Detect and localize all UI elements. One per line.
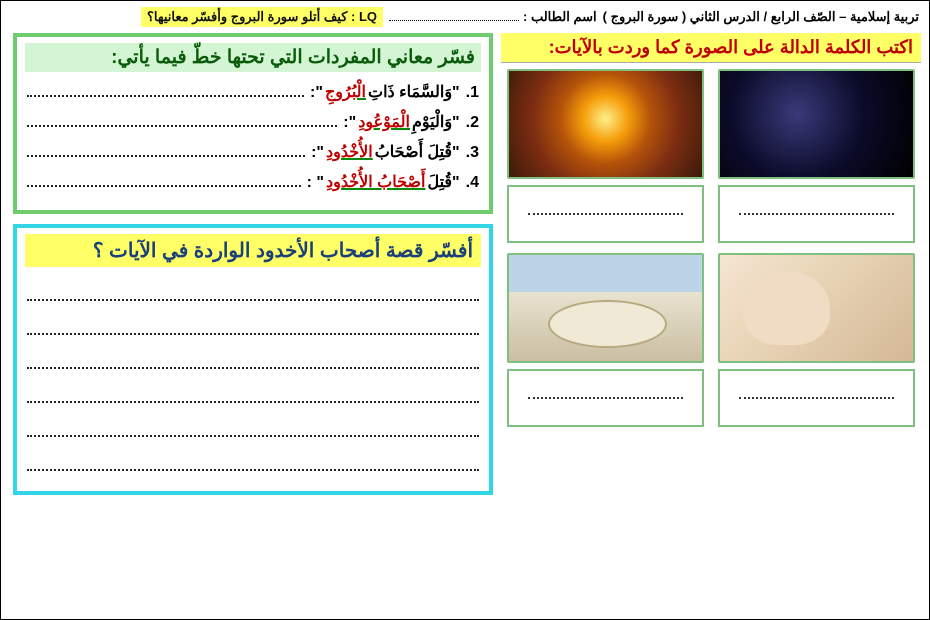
subject-line: تربية إسلامية – الصّف الرابع / الدرس الث… — [603, 9, 919, 25]
story-blank-line[interactable] — [27, 313, 479, 335]
vocabulary-title: فسّر معاني المفردات التي تحتها خطّ فيما … — [25, 43, 481, 72]
story-blank-line[interactable] — [27, 415, 479, 437]
images-grid — [501, 69, 921, 427]
vocab-keyword: أَصْحَابُ الأُخْدُودِ — [326, 172, 425, 192]
vocab-item: 4. "قُتِلَ أَصْحَابُ الأُخْدُودِ" : — [27, 172, 479, 192]
explosion-image — [507, 69, 704, 179]
images-title: اكتب الكلمة الدالة على الصورة كما وردت ب… — [501, 33, 921, 63]
vocabulary-list: 1."وَالسَّمَاء ذَاتِ الْبُرُوجِ":2."وَال… — [25, 82, 481, 192]
main-content: اكتب الكلمة الدالة على الصورة كما وردت ب… — [1, 29, 929, 503]
answer-box[interactable] — [507, 369, 704, 427]
vocab-keyword: الأُخْدُودِ — [326, 142, 373, 162]
worksheet-header: تربية إسلامية – الصّف الرابع / الدرس الث… — [1, 1, 929, 29]
vocabulary-panel: فسّر معاني المفردات التي تحتها خطّ فيما … — [13, 33, 493, 214]
crater-image — [507, 253, 704, 363]
vocab-post: ": — [310, 84, 323, 102]
answer-blank — [739, 397, 893, 399]
learning-question: LQ : كيف أتلو سورة البروج وأفسّر معانيها… — [141, 7, 383, 27]
vocab-post: ": — [311, 144, 324, 162]
answer-box[interactable] — [507, 185, 704, 243]
image-cell — [507, 69, 704, 243]
story-blank-line[interactable] — [27, 381, 479, 403]
image-cell — [718, 253, 915, 427]
student-name-field: اسم الطالب : — [389, 9, 597, 25]
vocab-blank[interactable] — [27, 91, 304, 97]
vocab-post: ": — [343, 114, 356, 132]
story-panel: أفسّر قصة أصحاب الأخدود الواردة في الآيا… — [13, 224, 493, 495]
vocab-number: 4. — [466, 174, 479, 192]
image-cell — [507, 253, 704, 427]
vocab-blank[interactable] — [27, 151, 305, 157]
vocab-keyword: الْبُرُوجِ — [325, 82, 366, 102]
vocab-number: 3. — [466, 144, 479, 162]
galaxy-image — [718, 69, 915, 179]
answer-blank — [739, 213, 893, 215]
vocab-item: 3. "قُتِلَ أَصْحَابُ الأُخْدُودِ": — [27, 142, 479, 162]
story-lines — [25, 279, 481, 471]
story-title: أفسّر قصة أصحاب الأخدود الواردة في الآيا… — [25, 234, 481, 267]
answer-box[interactable] — [718, 369, 915, 427]
images-column: اكتب الكلمة الدالة على الصورة كما وردت ب… — [501, 33, 921, 495]
vocab-item: 2. "وَالْيَوْمِ الْمَوْعُودِ": — [27, 112, 479, 132]
image-cell — [718, 69, 915, 243]
answer-blank — [528, 213, 682, 215]
questions-column: فسّر معاني المفردات التي تحتها خطّ فيما … — [13, 33, 493, 495]
vocab-number: 2. — [466, 114, 479, 132]
vocab-blank[interactable] — [27, 121, 337, 127]
vocab-pre: "قُتِلَ أَصْحَابُ — [375, 142, 460, 162]
story-blank-line[interactable] — [27, 449, 479, 471]
answer-blank — [528, 397, 682, 399]
answer-box[interactable] — [718, 185, 915, 243]
vocab-item: 1. "وَالسَّمَاء ذَاتِ الْبُرُوجِ": — [27, 82, 479, 102]
vocab-post: " : — [307, 174, 324, 192]
student-name-blank[interactable] — [389, 11, 519, 21]
vocab-blank[interactable] — [27, 181, 301, 187]
vocab-pre: "وَالسَّمَاء ذَاتِ — [368, 82, 460, 102]
vocab-number: 1. — [466, 84, 479, 102]
story-blank-line[interactable] — [27, 279, 479, 301]
vocab-pre: "وَالْيَوْمِ — [412, 112, 460, 132]
vocab-pre: "قُتِلَ — [427, 172, 459, 192]
vocab-keyword: الْمَوْعُودِ — [358, 112, 410, 132]
witness-image — [718, 253, 915, 363]
story-blank-line[interactable] — [27, 347, 479, 369]
student-label: اسم الطالب : — [523, 9, 597, 25]
